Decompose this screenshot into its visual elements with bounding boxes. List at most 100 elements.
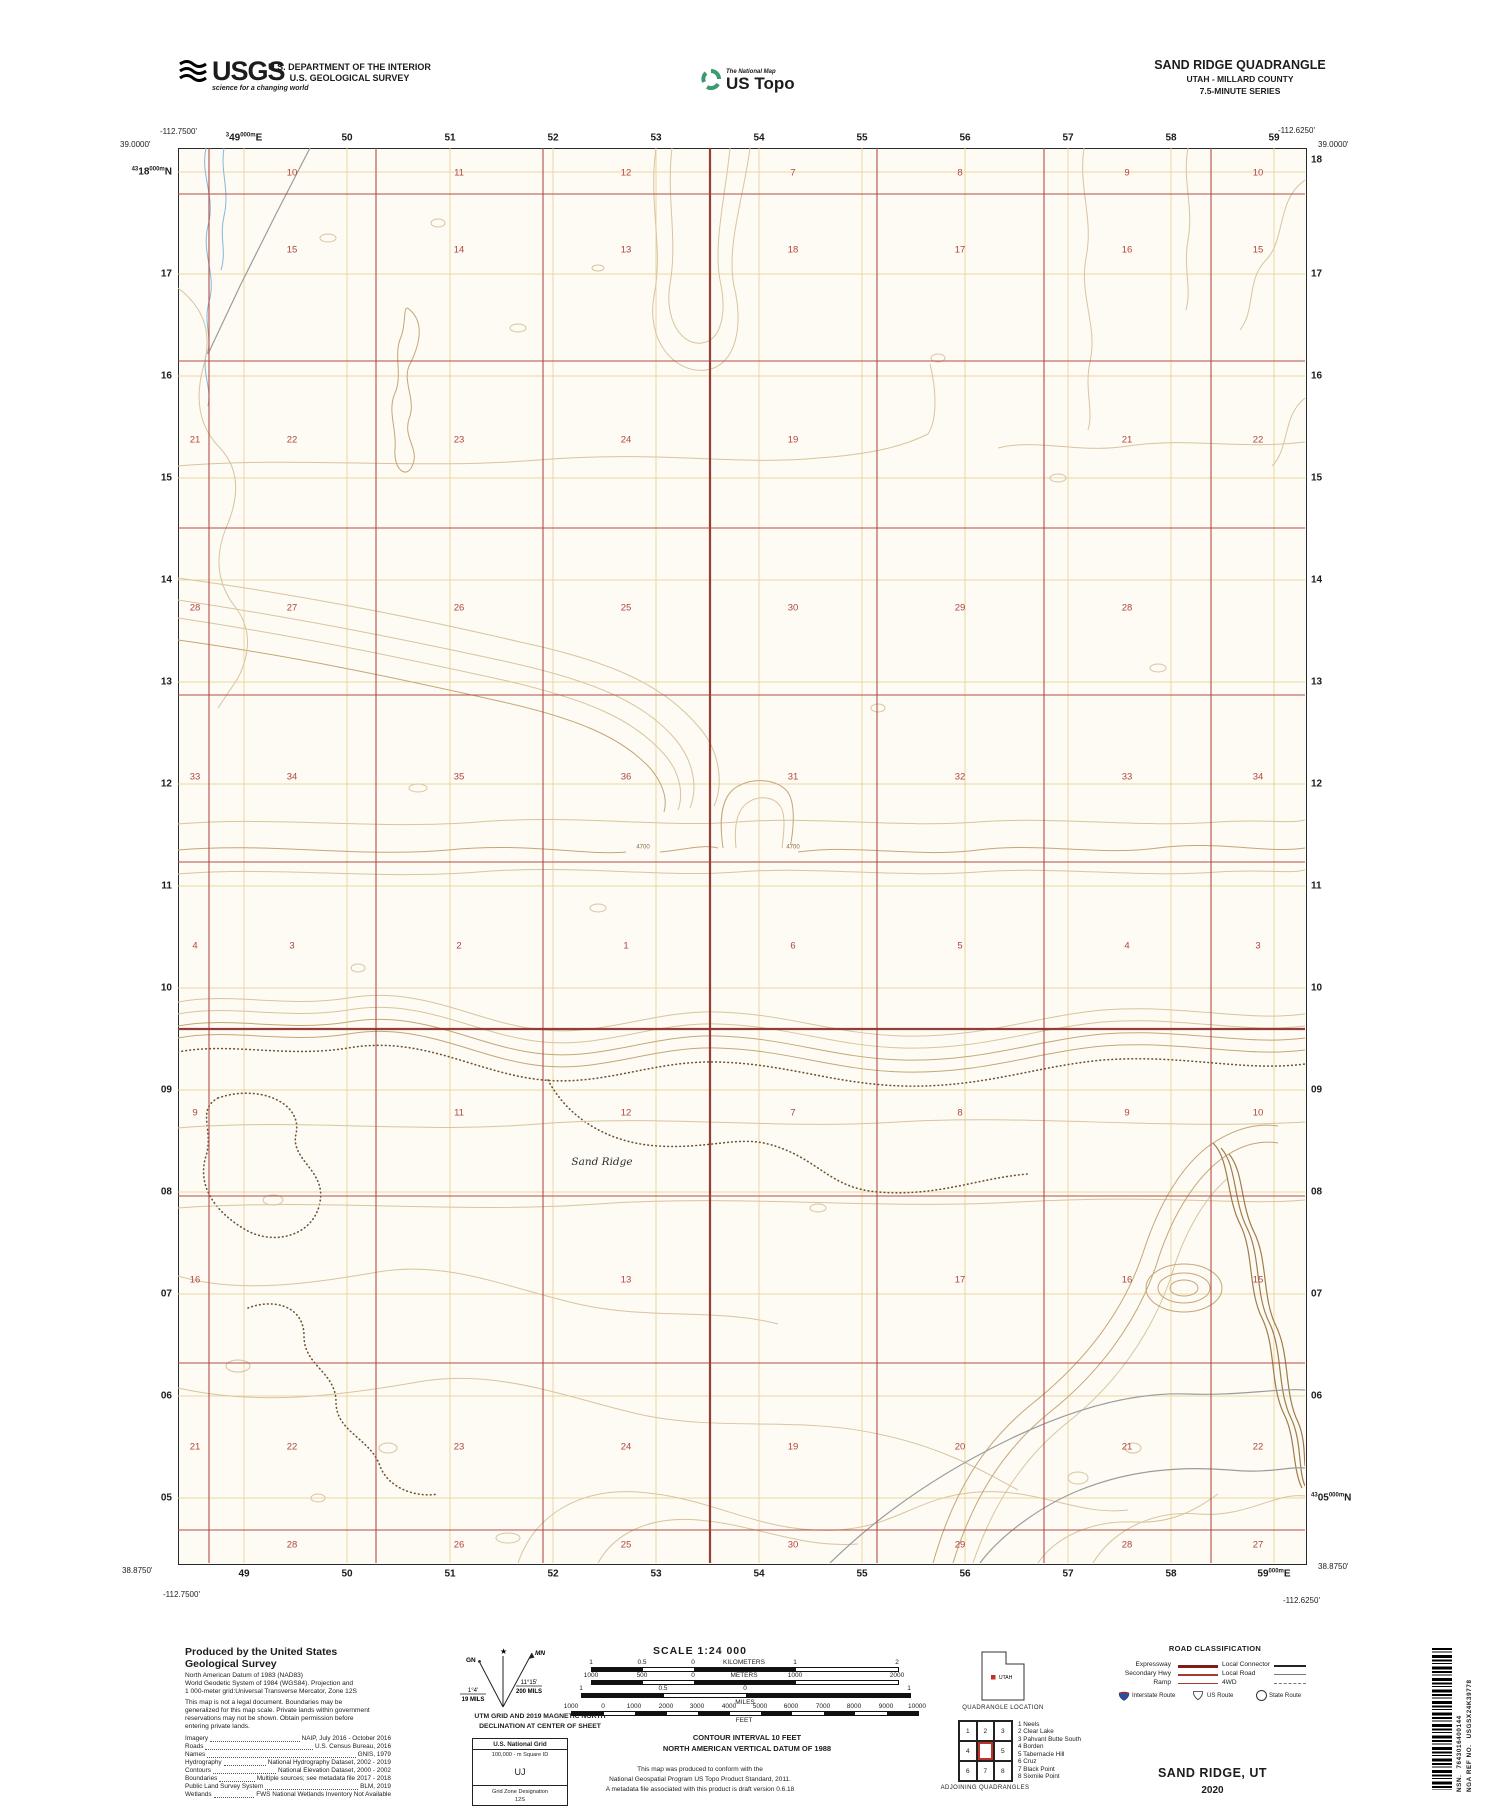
quadrangle-location-map: UTAH (981, 1651, 1025, 1701)
grid-label-easting-top: 52 (547, 132, 559, 144)
scale-tick-label: 2000 (658, 1703, 674, 1710)
metadata-row: Hydrography National Hydrography Dataset,… (185, 1759, 391, 1767)
adjoining-cell: 2 (976, 1721, 994, 1741)
mn-mils: 200 MILS (516, 1689, 542, 1695)
scale-tick-label: 1000 (563, 1703, 579, 1710)
scale-unit-label: MILES (735, 1699, 755, 1706)
scale-tick-label: 7000 (815, 1703, 831, 1710)
adjoining-cell: 4 (959, 1741, 977, 1761)
road-class-swatch (1178, 1674, 1218, 1676)
adjoining-name: 5 Tabernacle Hill (1018, 1750, 1065, 1758)
quadrangle-location-caption: QUADRANGLE LOCATION (962, 1705, 1044, 1711)
adjoining-name: 2 Clear Lake (1018, 1728, 1054, 1736)
grid-label-northing-left: 09 (160, 1084, 172, 1096)
grid-label-northing-right: 16 (1311, 370, 1323, 382)
corner-lat-bottom-right: 38.8750' (1318, 1562, 1349, 1571)
grid-label-northing-left: 11 (161, 880, 172, 892)
grid-label-easting-top: 55 (856, 132, 868, 144)
declination-diagram: ★ GN MN 1°4' 19 MILS 11°15' 200 MILS (460, 1647, 545, 1708)
state-route-label: State Route (1269, 1692, 1302, 1699)
scale-tick-label: 1000 (583, 1672, 599, 1679)
grid-label-easting-bottom: 54 (753, 1568, 765, 1580)
scale-tick-label: 10000 (907, 1703, 927, 1710)
adjoining-cell: 5 (994, 1741, 1012, 1761)
scale-tick-label: 8000 (846, 1703, 862, 1710)
declination-caption: UTM GRID AND 2019 MAGNETIC NORTH DECLINA… (474, 1713, 606, 1730)
scale-tick-label: 1000 (626, 1703, 642, 1710)
scale-bar-segment (887, 1712, 918, 1715)
scale-tick-label: 1 (907, 1685, 911, 1692)
quadrangle-title: SAND RIDGE QUADRANGLE (1154, 58, 1326, 72)
grid-label-northing-left: 17 (160, 268, 172, 280)
adjoining-cell: 8 (994, 1761, 1012, 1781)
road-class-label: Local Connector (1222, 1661, 1271, 1668)
ustopo-label: US Topo (726, 73, 795, 93)
grid-label-northing-left: 10 (160, 982, 172, 994)
scale-tick-label: 9000 (878, 1703, 894, 1710)
road-class-swatch (1178, 1665, 1218, 1668)
us-route-label: US Route (1207, 1692, 1234, 1699)
grid-label-northing-left: 14 (160, 574, 172, 586)
usng-subtitle: 100,000 - m Square ID (491, 1752, 549, 1758)
usgs-logo: USGS science for a changing world (178, 58, 308, 92)
grid-label-easting-top: 349000mE (225, 132, 263, 144)
gn-mils: 19 MILS (462, 1697, 485, 1703)
corner-lon-bottom-left: -112.7500' (163, 1590, 200, 1599)
place-label-sand-ridge: Sand Ridge (571, 1156, 633, 1168)
grid-label-easting-top: 50 (341, 132, 353, 144)
scale-tick-label: 1 (579, 1685, 583, 1692)
grid-label-easting-bottom: 59000mE (1257, 1568, 1291, 1580)
corner-lat-bottom-left: 38.8750' (122, 1566, 153, 1575)
conformance-note: This map was produced to conform with th… (605, 1766, 795, 1793)
quad-location-marker (991, 1675, 996, 1680)
mn-degrees: 11°15' (521, 1680, 537, 1686)
road-classification-title: ROAD CLASSIFICATION (1168, 1644, 1262, 1653)
scale-bar-segment (572, 1712, 604, 1715)
adjoining-name: 7 Black Point (1018, 1765, 1055, 1773)
road-class-swatch (1274, 1674, 1306, 1675)
scale-bar-segment (698, 1712, 730, 1715)
grid-label-easting-bottom: 49 (238, 1568, 250, 1580)
usgs-tagline: science for a changing world (212, 85, 309, 92)
quadrangle-series: 7.5-MINUTE SERIES (1199, 86, 1281, 96)
scale-title: SCALE 1:24 000 (653, 1645, 747, 1657)
scale-tick-label: 0 (601, 1703, 605, 1710)
corner-lat-top-left: 39.0000' (120, 140, 151, 149)
magnetic-north-label: MN (535, 1650, 545, 1657)
usgs-wordmark: USGS (212, 56, 286, 86)
road-class-label: Secondary Hwy (1124, 1670, 1171, 1677)
adjoining-cell: 7 (976, 1761, 994, 1781)
grid-label-northing-left: 05 (160, 1492, 172, 1504)
state-route-circle-icon (1256, 1690, 1267, 1701)
usng-box: U.S. National Grid 100,000 - m Square ID… (472, 1738, 568, 1806)
scale-bar-segment (694, 1681, 796, 1684)
scale-tick-label: 2 (895, 1659, 899, 1666)
usng-title: U.S. National Grid (473, 1739, 567, 1750)
grid-label-easting-top: 58 (1165, 132, 1177, 144)
grid-label-easting-top: 53 (650, 132, 662, 144)
metadata-row: Wetlands FWS National Wetlands Inventory … (185, 1790, 391, 1798)
scale-bar-segment (582, 1694, 664, 1697)
scale-bar (591, 1667, 899, 1672)
legal-paragraph: This map is not a legal document. Bounda… (185, 1699, 370, 1730)
metadata-row: Roads U.S. Census Bureau, 2016 (185, 1743, 391, 1751)
roads (207, 148, 1305, 1563)
grid-label-easting-top: 54 (753, 132, 765, 144)
metadata-row: Public Land Survey System BLM, 2019 (185, 1782, 391, 1790)
road-class-label: Local Road (1222, 1670, 1256, 1677)
scale-tick-label: 0.5 (637, 1659, 647, 1666)
gn-degrees: 1°4' (468, 1688, 478, 1694)
scale-tick-label: 5000 (752, 1703, 768, 1710)
scale-tick-label: 500 (636, 1672, 648, 1679)
scale-bar-segment (761, 1712, 792, 1715)
grid-label-northing-right: 14 (1311, 574, 1323, 586)
grid-label-easting-bottom: 50 (341, 1568, 353, 1580)
state-label: UTAH (999, 1675, 1013, 1681)
grid-label-easting-bottom: 52 (547, 1568, 559, 1580)
contours (178, 148, 1305, 1563)
us-route-shield-icon (1193, 1691, 1203, 1701)
adjoining-name: 8 Sixmile Point (1018, 1772, 1060, 1780)
scale-tick-label: 1 (793, 1659, 797, 1666)
